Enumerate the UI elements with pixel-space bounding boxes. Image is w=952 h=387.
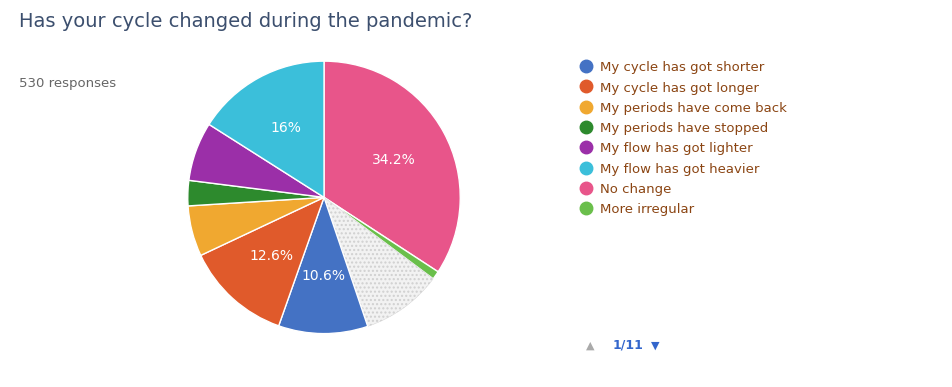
Wedge shape <box>208 61 324 197</box>
Text: 12.6%: 12.6% <box>248 249 292 263</box>
Wedge shape <box>188 124 324 197</box>
Text: 16%: 16% <box>270 121 301 135</box>
Wedge shape <box>324 197 433 326</box>
Wedge shape <box>324 61 460 272</box>
Text: ▲: ▲ <box>585 340 594 350</box>
Text: 34.2%: 34.2% <box>371 153 415 167</box>
Text: 10.6%: 10.6% <box>301 269 346 283</box>
Text: 1/11: 1/11 <box>612 338 643 351</box>
Wedge shape <box>324 197 438 279</box>
Wedge shape <box>188 197 324 255</box>
Wedge shape <box>188 180 324 206</box>
Wedge shape <box>201 197 324 326</box>
Text: Has your cycle changed during the pandemic?: Has your cycle changed during the pandem… <box>19 12 472 31</box>
Text: ▼: ▼ <box>650 340 659 350</box>
Legend: My cycle has got shorter, My cycle has got longer, My periods have come back, My: My cycle has got shorter, My cycle has g… <box>578 57 789 220</box>
Wedge shape <box>278 197 367 334</box>
Text: 530 responses: 530 responses <box>19 77 116 91</box>
